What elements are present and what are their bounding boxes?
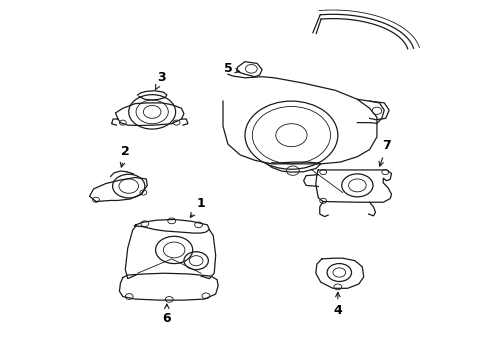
Text: 5: 5 [223, 62, 240, 75]
Text: 6: 6 [163, 304, 171, 325]
Text: 4: 4 [334, 292, 342, 318]
Text: 7: 7 [379, 139, 391, 166]
Text: 2: 2 [120, 145, 130, 167]
Text: 3: 3 [155, 71, 166, 90]
Text: 1: 1 [190, 197, 205, 217]
